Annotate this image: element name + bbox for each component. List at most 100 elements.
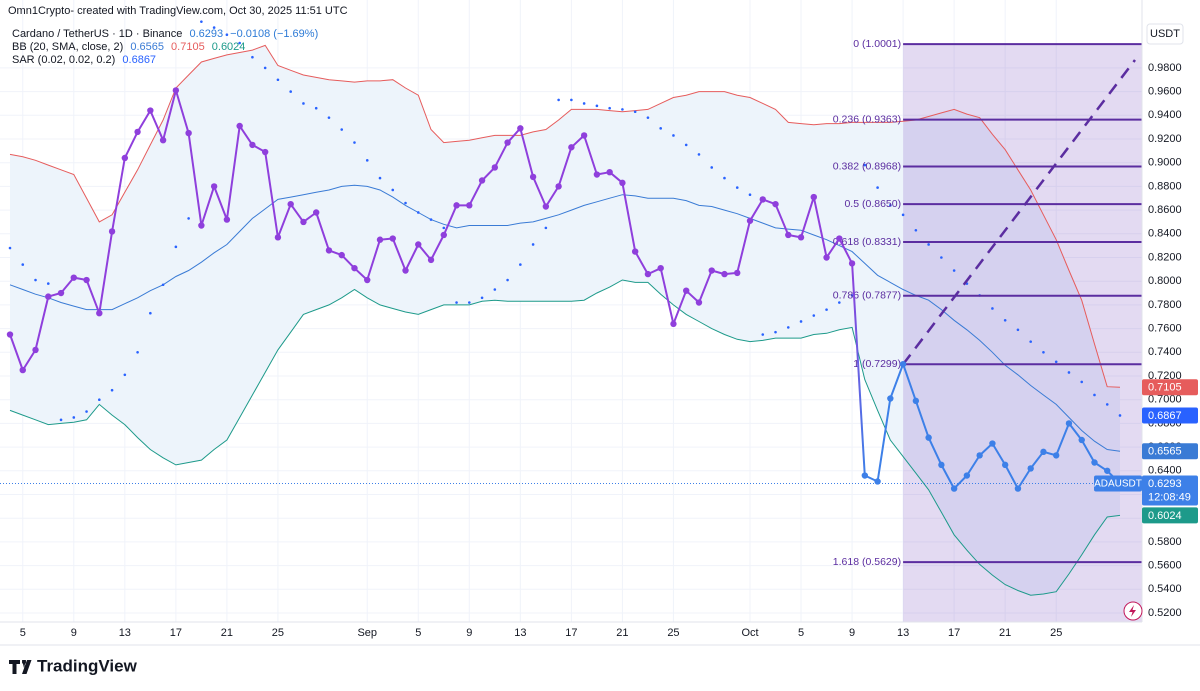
price-marker: [708, 267, 715, 274]
sar-dot: [442, 226, 446, 230]
bb-lower-line: [9, 279, 1121, 596]
sar-dot: [531, 243, 535, 246]
bb-fill: [10, 45, 1120, 596]
sar-dot: [735, 186, 739, 189]
sar-dot: [46, 282, 50, 285]
price-marker: [45, 293, 52, 300]
price-marker: [976, 452, 983, 459]
price-marker: [134, 128, 141, 136]
price-marker: [313, 209, 320, 216]
price-marker: [236, 122, 243, 130]
price-marker: [466, 202, 473, 209]
price-marker: [580, 132, 588, 139]
sar-dot: [353, 141, 356, 144]
price-marker: [593, 171, 601, 178]
sar-dot: [59, 418, 63, 422]
x-tick-label: 21: [221, 627, 233, 639]
price-marker: [453, 202, 460, 209]
price-marker: [861, 472, 869, 479]
price-marker: [1040, 448, 1047, 456]
sar-dot: [212, 26, 216, 29]
sar-dot: [684, 143, 688, 147]
sar-dot: [1016, 328, 1020, 332]
sar-dot: [416, 211, 420, 214]
price-marker: [823, 254, 830, 261]
currency-box[interactable]: [1146, 23, 1184, 45]
price-badge: 0.6293: [1148, 478, 1182, 490]
y-tick-label: 0.9400: [1148, 109, 1182, 121]
countdown: 12:08:49: [1148, 491, 1191, 503]
x-tick-label: 5: [415, 627, 421, 639]
price-marker: [223, 216, 231, 223]
price-marker: [1078, 436, 1085, 444]
sar-dot: [251, 55, 254, 59]
legend-bb-middle: 0.6565: [130, 41, 164, 53]
bb-lower-badge-bg: [1142, 507, 1198, 524]
sar-dot: [1067, 371, 1071, 374]
bb-middle-badge-bg: [1142, 443, 1198, 460]
x-tick-label: 25: [272, 627, 284, 639]
x-tick-label: Sep: [357, 627, 377, 639]
sar-dot: [570, 98, 573, 102]
sar-dot: [327, 116, 331, 119]
bb-upper-line: [9, 44, 1121, 388]
price-marker: [274, 234, 282, 241]
sar-dot: [595, 104, 599, 108]
sar-dot: [174, 245, 178, 249]
sar-dot: [21, 263, 25, 266]
symbol-tag: ADAUSDT: [1094, 479, 1142, 490]
sar-dot: [1118, 414, 1122, 417]
price-marker: [657, 264, 664, 272]
sar-dot: [455, 301, 458, 304]
sar-dot: [429, 218, 433, 221]
price-marker: [938, 461, 945, 469]
price-marker: [797, 234, 805, 241]
price-line-series: [9, 89, 1121, 490]
fib-level-label: 0.618 (0.8331): [833, 236, 901, 248]
legend-price-change: −0.0108 (−1.69%): [230, 28, 318, 40]
price-marker: [338, 251, 345, 259]
price-marker: [427, 256, 435, 264]
price-marker: [415, 241, 422, 248]
x-tick-label: 25: [667, 627, 679, 639]
sar-dot: [799, 320, 803, 323]
sar-dot: [391, 188, 395, 192]
price-marker: [963, 472, 971, 479]
y-tick-label: 0.5800: [1148, 536, 1182, 548]
price-marker: [261, 148, 269, 156]
sar-badge-bg: [1142, 407, 1198, 424]
sar-badge: 0.6867: [1148, 410, 1182, 422]
price-marker: [6, 331, 14, 338]
y-tick-label: 0.7800: [1148, 299, 1182, 311]
sar-dot: [314, 106, 318, 110]
bb-upper-badge: 0.7105: [1148, 382, 1182, 394]
y-tick-label: 0.8400: [1148, 228, 1182, 240]
x-tick-label: 9: [71, 627, 77, 639]
alert-icon[interactable]: [1123, 601, 1143, 621]
sar-dot: [646, 116, 650, 119]
x-tick-label: 21: [999, 627, 1011, 639]
x-tick-label: 17: [948, 627, 960, 639]
sar-dot: [1003, 319, 1007, 322]
y-tick-label: 0.5400: [1148, 583, 1182, 595]
y-tick-label: 0.9800: [1148, 62, 1182, 74]
legend-sar-value: 0.6867: [122, 54, 156, 66]
price-marker: [185, 129, 192, 137]
y-tick-label: 0.7000: [1148, 394, 1182, 406]
sar-dot: [1029, 340, 1032, 343]
sar-dot: [302, 102, 305, 105]
sar-dot: [276, 78, 280, 82]
legend-bb-upper: 0.7105: [171, 41, 205, 53]
sar-dot: [34, 278, 37, 282]
sar-dot: [825, 308, 828, 311]
price-marker: [1065, 420, 1073, 427]
y-tick-label: 0.8600: [1148, 204, 1182, 216]
price-marker: [351, 264, 358, 272]
bb-middle-badge: 0.6565: [1148, 446, 1182, 458]
sar-dot: [289, 90, 292, 93]
sar-dot: [876, 186, 879, 189]
price-marker: [32, 346, 39, 354]
price-marker: [1104, 467, 1111, 474]
x-tick-label: 5: [798, 627, 804, 639]
